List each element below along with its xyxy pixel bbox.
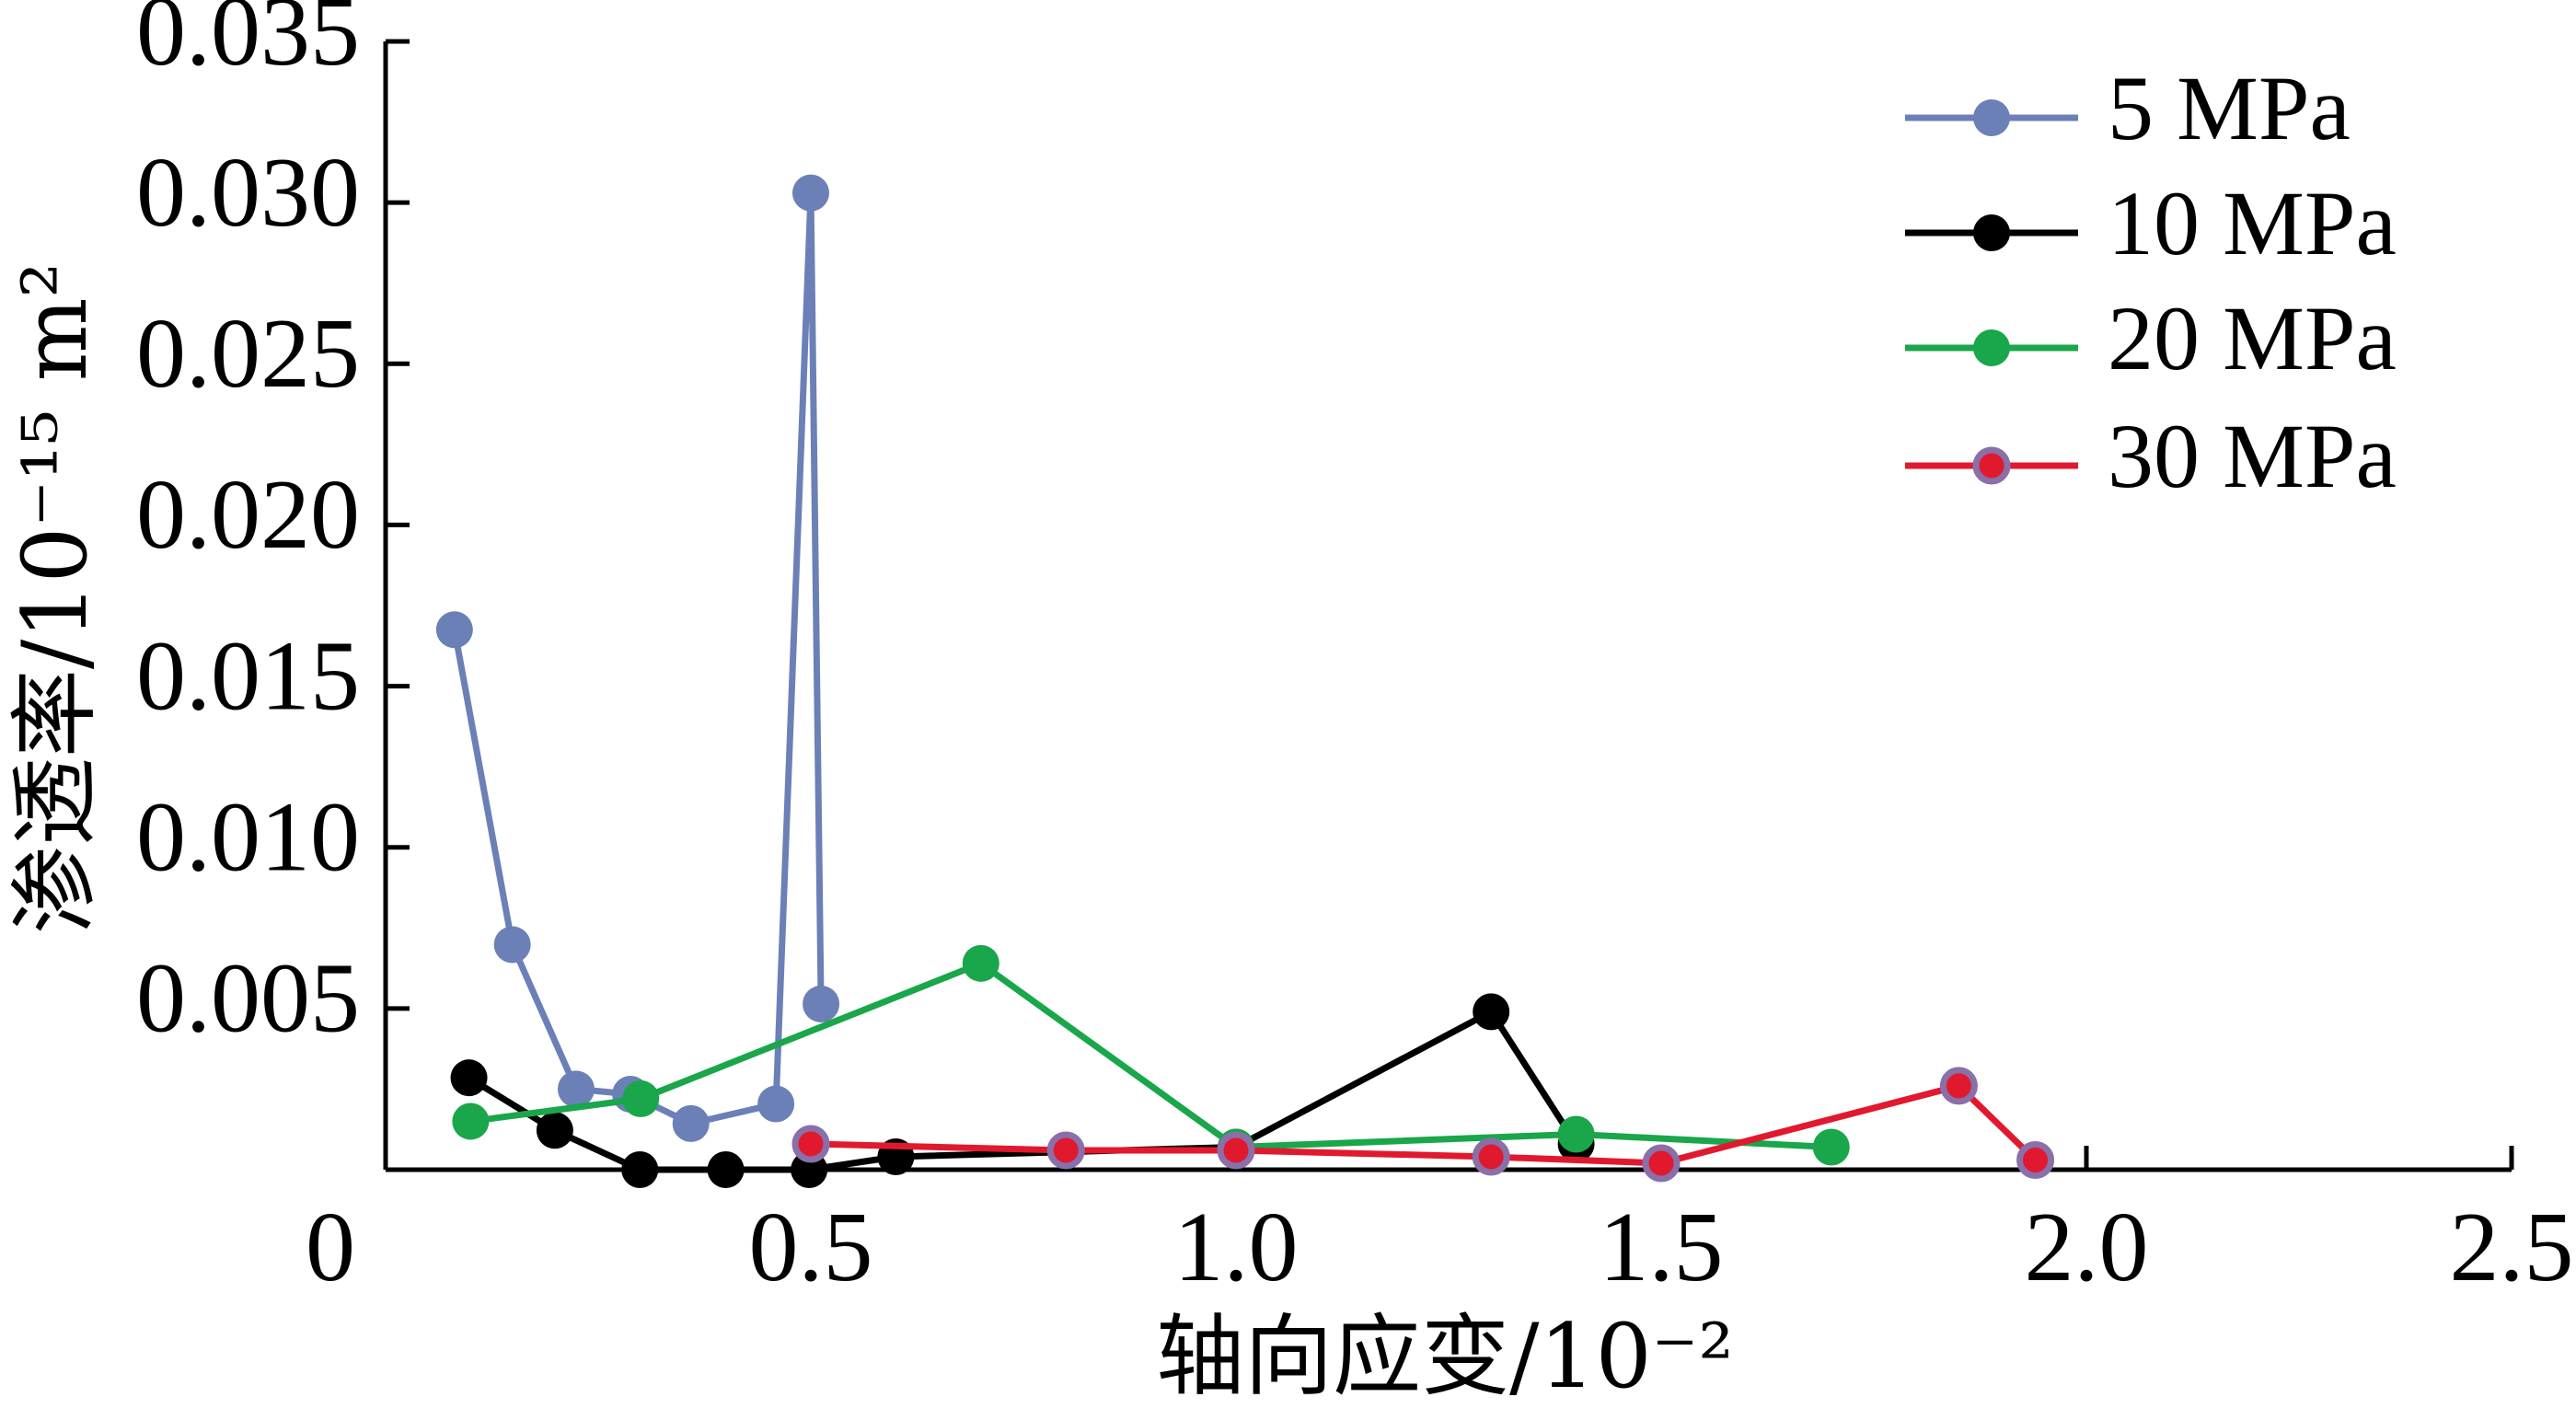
x-tick-label: 1.0 (1174, 1193, 1299, 1302)
x-tick-label: 2.0 (2025, 1193, 2149, 1302)
data-point (1642, 1144, 1681, 1183)
data-point (1046, 1131, 1085, 1170)
y-tick-label: 0.035 (136, 0, 360, 87)
legend-marker (1972, 446, 2011, 485)
x-tick-label: 0 (306, 1193, 355, 1302)
data-point (1217, 1131, 1255, 1170)
data-point (791, 1125, 830, 1163)
data-point (803, 985, 840, 1022)
legend-marker (1973, 214, 2010, 251)
data-point (1939, 1067, 1978, 1105)
data-point (493, 926, 531, 964)
data-point (757, 1085, 795, 1123)
legend-marker (1973, 99, 2010, 136)
y-tick-label: 0.015 (136, 621, 360, 731)
data-point (962, 944, 999, 982)
data-point (621, 1151, 659, 1188)
y-tick-label: 0.030 (136, 138, 360, 248)
data-point (450, 1059, 488, 1097)
data-point (536, 1112, 573, 1149)
y-tick-label: 0.020 (136, 460, 360, 570)
series-line (810, 1082, 2038, 1167)
data-point (557, 1070, 595, 1108)
data-point (1812, 1128, 1850, 1166)
series-line (469, 960, 1831, 1150)
legend-marker (1973, 329, 2010, 366)
data-point (1557, 1115, 1595, 1153)
data-point (622, 1079, 660, 1117)
y-tick-label: 0.005 (136, 944, 360, 1054)
legend-label: 30 MPa (2108, 405, 2397, 507)
legend-label: 10 MPa (2108, 172, 2397, 274)
x-axis-title: 轴向应变/10⁻² (1156, 1305, 1734, 1408)
y-axis-title: 渗透率/10⁻¹⁵ m² (4, 262, 107, 934)
data-point (792, 174, 829, 212)
legend-label: 5 MPa (2108, 57, 2351, 159)
data-point (452, 1103, 490, 1140)
legend-label: 20 MPa (2108, 287, 2397, 389)
data-point (672, 1104, 710, 1142)
data-point (1472, 1137, 1510, 1176)
x-tick-label: 1.5 (1600, 1193, 1724, 1302)
x-tick-label: 2.5 (2450, 1193, 2574, 1302)
y-tick-label: 0.010 (136, 782, 360, 892)
y-tick-label: 0.025 (136, 299, 360, 409)
data-point (707, 1151, 745, 1188)
data-point (435, 611, 473, 649)
data-point (2016, 1140, 2055, 1179)
series-line (451, 190, 825, 1127)
data-point (1473, 993, 1510, 1031)
x-tick-label: 0.5 (749, 1193, 873, 1302)
